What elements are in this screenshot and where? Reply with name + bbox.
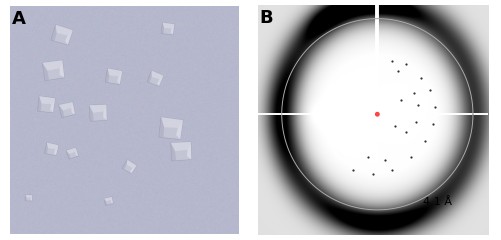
Polygon shape — [89, 105, 94, 121]
Polygon shape — [105, 68, 122, 84]
Polygon shape — [60, 60, 64, 78]
Text: B: B — [260, 9, 273, 27]
Polygon shape — [25, 195, 32, 198]
Polygon shape — [103, 104, 107, 120]
Polygon shape — [158, 117, 183, 139]
Polygon shape — [38, 96, 55, 113]
Polygon shape — [170, 142, 191, 161]
Polygon shape — [170, 24, 174, 35]
Polygon shape — [147, 70, 151, 82]
Circle shape — [372, 109, 381, 119]
Polygon shape — [104, 197, 112, 201]
Circle shape — [369, 107, 384, 122]
Polygon shape — [170, 143, 175, 161]
Polygon shape — [45, 142, 48, 154]
Polygon shape — [54, 145, 59, 156]
Polygon shape — [187, 142, 191, 160]
Polygon shape — [51, 24, 73, 45]
Polygon shape — [39, 96, 55, 104]
Polygon shape — [50, 98, 55, 113]
Polygon shape — [126, 160, 136, 168]
Polygon shape — [59, 102, 75, 118]
Polygon shape — [66, 148, 76, 154]
Polygon shape — [31, 195, 32, 201]
Polygon shape — [89, 104, 107, 121]
Polygon shape — [66, 150, 71, 159]
Polygon shape — [105, 68, 109, 82]
Polygon shape — [162, 22, 174, 28]
Polygon shape — [147, 70, 163, 86]
Circle shape — [375, 113, 378, 116]
Text: 4.1 Å: 4.1 Å — [422, 197, 451, 207]
Polygon shape — [45, 142, 59, 156]
Polygon shape — [59, 102, 73, 110]
Polygon shape — [158, 117, 164, 137]
Polygon shape — [161, 117, 183, 128]
Polygon shape — [161, 22, 164, 34]
Polygon shape — [89, 104, 106, 113]
Polygon shape — [47, 142, 59, 149]
Polygon shape — [111, 197, 113, 204]
Polygon shape — [122, 160, 136, 174]
Polygon shape — [157, 76, 163, 86]
Polygon shape — [25, 195, 27, 201]
Polygon shape — [107, 68, 122, 76]
Circle shape — [374, 111, 379, 117]
Polygon shape — [42, 63, 49, 81]
Polygon shape — [122, 160, 127, 169]
Polygon shape — [176, 120, 183, 139]
Polygon shape — [151, 70, 163, 79]
Polygon shape — [38, 96, 42, 111]
Polygon shape — [71, 102, 75, 114]
Polygon shape — [51, 24, 57, 41]
Polygon shape — [117, 71, 122, 84]
Text: A: A — [13, 10, 26, 28]
Polygon shape — [130, 166, 136, 174]
Polygon shape — [170, 142, 190, 151]
Polygon shape — [104, 198, 107, 205]
Polygon shape — [75, 148, 78, 156]
Polygon shape — [66, 148, 78, 159]
Polygon shape — [42, 60, 64, 81]
Polygon shape — [59, 105, 64, 118]
Polygon shape — [25, 195, 32, 201]
Polygon shape — [104, 197, 113, 205]
Polygon shape — [42, 60, 62, 71]
Polygon shape — [56, 24, 73, 36]
Polygon shape — [161, 22, 174, 35]
Polygon shape — [65, 30, 73, 45]
Circle shape — [365, 103, 388, 126]
